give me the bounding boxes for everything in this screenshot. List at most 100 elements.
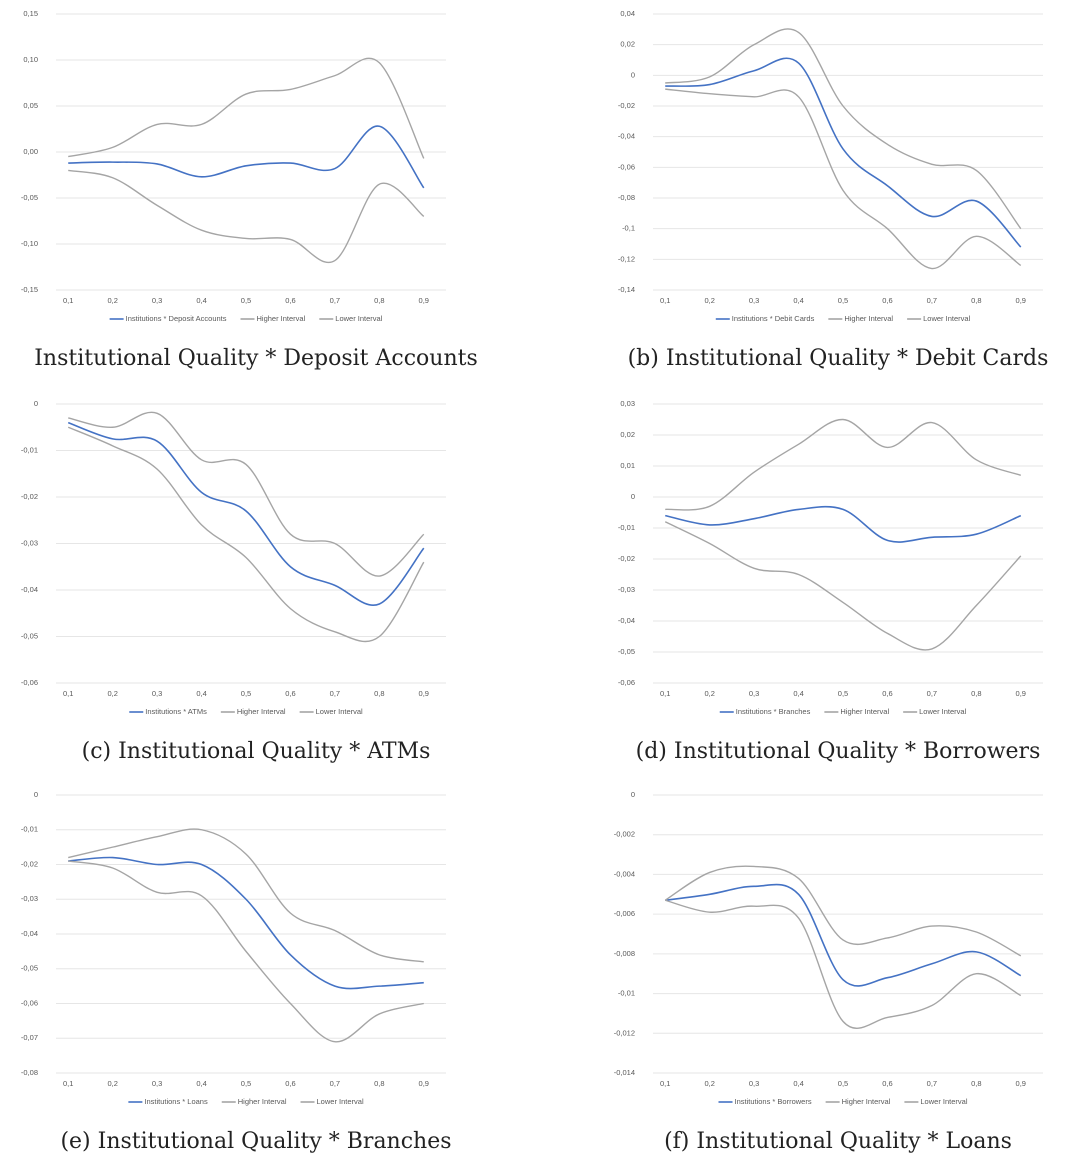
series-line (68, 828, 424, 963)
x-tick-label: 0,6 (882, 296, 892, 305)
x-tick-label: 0,8 (971, 1079, 981, 1088)
y-tick-label: -0,10 (21, 239, 38, 248)
x-tick-label: 0,5 (838, 1079, 848, 1088)
y-tick-label: 0,10 (23, 55, 38, 64)
y-tick-label: -0,008 (614, 949, 635, 958)
y-tick-label: -0,1 (622, 224, 635, 233)
x-tick-label: 0,2 (107, 296, 117, 305)
series-line (665, 28, 1022, 230)
y-tick-label: 0,05 (23, 101, 38, 110)
x-tick-label: 0,8 (971, 689, 981, 698)
x-tick-label: 0,6 (882, 689, 892, 698)
x-tick-label: 0,9 (1016, 1079, 1026, 1088)
caption: (f) Institutional Quality * Loans (664, 1129, 1012, 1154)
y-tick-label: -0,03 (618, 585, 635, 594)
x-tick-label: 0,1 (63, 1079, 73, 1088)
y-tick-label: -0,04 (21, 929, 38, 938)
x-tick-label: 0,4 (793, 1079, 803, 1088)
x-tick-label: 0,7 (330, 1079, 340, 1088)
x-tick-label: 0,3 (152, 1079, 162, 1088)
caption: Institutional Quality * Deposit Accounts (34, 346, 478, 371)
y-tick-label: -0,05 (21, 631, 38, 640)
x-tick-label: 0,7 (330, 296, 340, 305)
y-tick-label: 0,15 (23, 9, 38, 18)
x-tick-label: 0,7 (927, 296, 937, 305)
y-tick-label: -0,06 (618, 678, 635, 687)
x-tick-label: 0,6 (285, 689, 295, 698)
x-tick-label: 0,9 (1016, 296, 1026, 305)
x-tick-label: 0,4 (196, 296, 206, 305)
series-line (68, 856, 424, 990)
legend-label: Higher Interval (257, 314, 306, 323)
y-tick-label: -0,15 (21, 285, 38, 294)
x-tick-label: 0,1 (63, 296, 73, 305)
y-tick-label: -0,06 (21, 998, 38, 1007)
y-tick-label: -0,12 (618, 254, 635, 263)
legend-label: Higher Interval (842, 1097, 891, 1106)
legend-label: Institutions * Debit Cards (732, 314, 815, 323)
x-tick-label: 0,9 (419, 689, 429, 698)
legend-label: Higher Interval (238, 1097, 287, 1106)
y-tick-label: 0,03 (620, 399, 635, 408)
y-tick-label: -0,01 (21, 825, 38, 834)
legend-label: Higher Interval (844, 314, 893, 323)
series-line (67, 421, 425, 606)
x-tick-label: 0,2 (107, 1079, 117, 1088)
x-tick-label: 0,8 (971, 296, 981, 305)
y-tick-label: -0,01 (21, 445, 38, 454)
series-line (664, 521, 1022, 651)
x-tick-label: 0,4 (196, 689, 206, 698)
y-tick-label: -0,05 (21, 964, 38, 973)
x-tick-label: 0,1 (660, 689, 670, 698)
legend-label: Lower Interval (923, 314, 970, 323)
series-line (67, 426, 425, 643)
x-tick-label: 0,4 (793, 689, 803, 698)
legend-label: Institutions * Deposit Accounts (126, 314, 227, 323)
y-tick-label: 0 (631, 790, 635, 799)
y-tick-label: 0 (631, 492, 635, 501)
x-tick-label: 0,5 (838, 689, 848, 698)
y-tick-label: -0,014 (614, 1068, 635, 1077)
caption: (c) Institutional Quality * ATMs (82, 739, 431, 764)
x-tick-label: 0,8 (374, 689, 384, 698)
x-tick-label: 0,6 (882, 1079, 892, 1088)
y-tick-label: 0,04 (620, 9, 635, 18)
x-tick-label: 0,3 (152, 689, 162, 698)
legend-label: Higher Interval (840, 707, 889, 716)
x-tick-label: 0,1 (660, 1079, 670, 1088)
x-tick-label: 0,5 (241, 1079, 251, 1088)
y-tick-label: -0,14 (618, 285, 635, 294)
x-tick-label: 0,7 (927, 1079, 937, 1088)
series-line (665, 88, 1022, 270)
x-tick-label: 0,2 (704, 1079, 714, 1088)
series-line (68, 169, 425, 264)
x-tick-label: 0,3 (749, 689, 759, 698)
series-line (665, 57, 1022, 248)
x-tick-label: 0,7 (927, 689, 937, 698)
series-line (665, 505, 1022, 543)
y-tick-label: -0,03 (21, 894, 38, 903)
x-tick-label: 0,4 (196, 1079, 206, 1088)
series-line (665, 418, 1022, 511)
y-tick-label: -0,08 (21, 1068, 38, 1077)
caption: (e) Institutional Quality * Branches (60, 1129, 451, 1154)
y-tick-label: -0,04 (618, 616, 635, 625)
y-tick-label: -0,04 (21, 585, 38, 594)
x-tick-label: 0,3 (152, 296, 162, 305)
legend-label: Lower Interval (316, 707, 363, 716)
series-line (68, 411, 425, 577)
y-tick-label: -0,01 (618, 523, 635, 532)
x-tick-label: 0,2 (704, 689, 714, 698)
legend-label: Lower Interval (920, 1097, 967, 1106)
y-tick-label: -0,02 (618, 554, 635, 563)
series-line (68, 860, 424, 1043)
legend-label: Institutions * Branches (736, 707, 811, 716)
x-tick-label: 0,3 (749, 1079, 759, 1088)
y-tick-label: -0,006 (614, 909, 635, 918)
legend-label: Lower Interval (919, 707, 966, 716)
x-tick-label: 0,5 (241, 689, 251, 698)
legend-label: Institutions * Loans (144, 1097, 208, 1106)
legend-label: Higher Interval (237, 707, 286, 716)
y-tick-label: -0,002 (614, 830, 635, 839)
series-line (68, 57, 425, 159)
